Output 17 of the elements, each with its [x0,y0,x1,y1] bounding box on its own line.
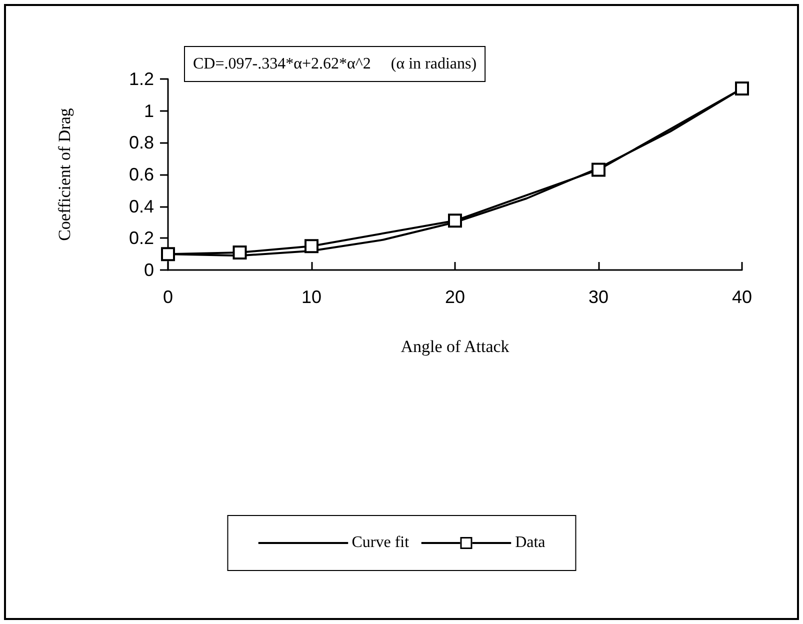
x-tick-label: 10 [301,287,322,307]
x-axis-title: Angle of Attack [400,337,510,356]
y-axis-title: Coefficient of Drag [55,108,74,241]
x-tick-label: 20 [444,287,466,307]
y-tick-label: 0.4 [128,196,154,216]
y-tick-label: 0.8 [128,132,154,153]
y-tick-label: 1.2 [128,69,154,89]
text: CD=.097-.334*α+2.62*α^2 (α in radians) [193,56,477,72]
x-tick-label: 30 [588,287,609,307]
x-tick-label: 0 [162,287,174,307]
y-tick-label: 1 [144,100,154,121]
y-tick-label: 0 [144,260,154,280]
y-tick-label: 0.6 [128,164,154,184]
legend-label: Data [515,534,546,552]
y-tick-label: 0.2 [128,228,154,248]
text: Curve fit [352,534,410,552]
x-tick-label: 40 [732,287,752,307]
